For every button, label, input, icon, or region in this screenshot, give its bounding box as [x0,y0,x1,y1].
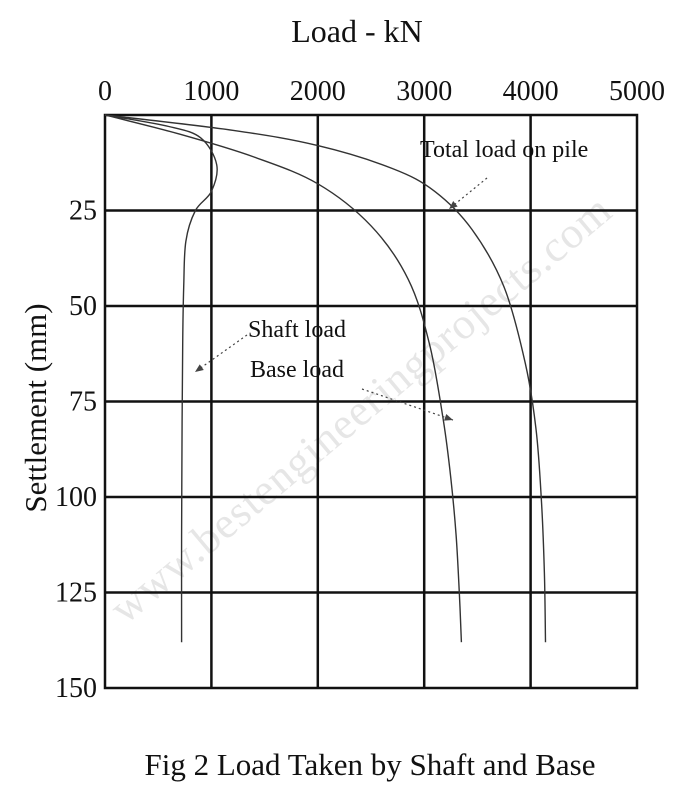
y-tick-label: 125 [55,578,97,609]
annotation-shaft-load: Shaft load [248,317,346,343]
x-tick-label: 1000 [183,76,239,107]
x-tick-label: 5000 [609,76,665,107]
arrow-total-load [448,177,488,210]
y-tick-label: 25 [69,196,97,227]
base-load-curve [104,114,463,643]
x-tick-label: 2000 [290,76,346,107]
y-axis-title: Settlement (mm) [18,303,53,512]
figure-caption: Fig 2 Load Taken by Shaft and Base [145,747,596,782]
y-tick-label: 75 [69,387,97,418]
shaft-load-curve [104,114,218,643]
arrow-base-load [361,388,454,421]
annotation-total-load: Total load on pile [420,137,588,163]
total-load-curve [104,114,547,643]
watermark-text: www.bestengineeringprojects.com [100,185,621,633]
arrow-shaft-load [194,334,248,373]
x-tick-label: 3000 [396,76,452,107]
x-tick-label: 0 [98,76,112,107]
y-tick-label: 50 [69,291,97,322]
annotation-base-load: Base load [250,357,344,383]
y-tick-label: 100 [55,482,97,513]
x-tick-label: 4000 [503,76,559,107]
x-axis-title: Load - kN [291,13,423,49]
y-tick-label: 150 [55,673,97,704]
